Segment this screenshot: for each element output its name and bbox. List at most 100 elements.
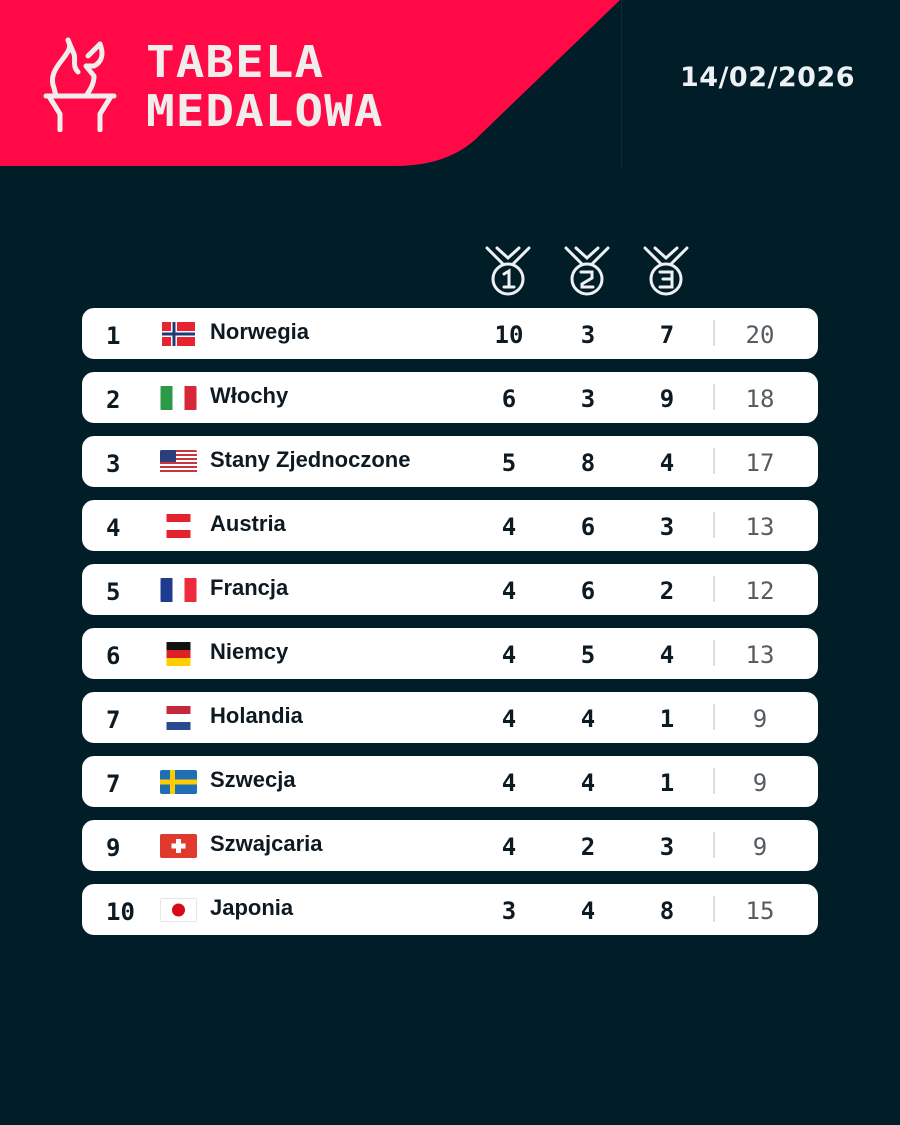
column-separator (713, 896, 715, 922)
rank: 2 (106, 386, 121, 414)
column-separator (713, 512, 715, 538)
table-row[interactable]: 10 Japonia 3 4 8 15 (82, 884, 818, 935)
medal-column-headers (0, 244, 900, 300)
japan-flag (160, 898, 197, 922)
title-line-1: TABELA (146, 37, 325, 88)
table-row[interactable]: 4 Austria 4 6 3 13 (82, 500, 818, 551)
gold-count: 4 (501, 577, 517, 605)
country-name: Japonia (210, 895, 294, 920)
column-separator (713, 320, 715, 346)
column-separator (713, 704, 715, 730)
table-row[interactable]: 1 Norwegia 10 3 7 20 (82, 308, 818, 359)
country-name: Niemcy (210, 639, 289, 664)
bronze-count: 4 (659, 449, 675, 477)
bronze-count: 1 (659, 705, 675, 733)
medal-2-icon (564, 246, 610, 296)
column-separator (713, 448, 715, 474)
gold-count: 4 (501, 705, 517, 733)
switzerland-flag (160, 834, 197, 858)
country-name: Szwecja (210, 767, 296, 792)
bronze-count: 3 (659, 513, 675, 541)
bronze-count: 4 (659, 641, 675, 669)
silver-count: 3 (580, 385, 596, 413)
total-count: 9 (752, 769, 768, 797)
torch-icon (43, 37, 117, 132)
column-separator (713, 640, 715, 666)
country-name: Szwajcaria (210, 831, 323, 856)
rank: 3 (106, 450, 121, 478)
title-line-2: MEDALOWA (146, 86, 384, 137)
gold-count: 3 (501, 897, 517, 925)
gold-count: 4 (501, 833, 517, 861)
column-separator (713, 768, 715, 794)
bronze-count: 7 (659, 321, 675, 349)
rank: 6 (106, 642, 121, 670)
silver-count: 4 (580, 897, 596, 925)
rank: 4 (106, 514, 121, 542)
table-row[interactable]: 3 Stany Zjednoczone 5 8 4 17 (82, 436, 818, 487)
norway-flag (160, 322, 197, 346)
rank: 7 (106, 770, 121, 798)
table-row[interactable]: 6 Niemcy 4 5 4 13 (82, 628, 818, 679)
country-name: Włochy (210, 383, 289, 408)
table-row[interactable]: 7 Holandia 4 4 1 9 (82, 692, 818, 743)
rank: 5 (106, 578, 121, 606)
rank: 9 (106, 834, 121, 862)
silver-count: 3 (580, 321, 596, 349)
bronze-count: 8 (659, 897, 675, 925)
gold-count: 6 (501, 385, 517, 413)
silver-count: 4 (580, 705, 596, 733)
total-count: 9 (752, 705, 768, 733)
gold-count: 4 (501, 513, 517, 541)
silver-count: 6 (580, 513, 596, 541)
austria-flag (160, 514, 197, 538)
rank: 10 (106, 898, 135, 926)
total-count: 17 (745, 449, 775, 477)
bronze-count: 9 (659, 385, 675, 413)
germany-flag (160, 642, 197, 666)
gold-count: 4 (501, 641, 517, 669)
silver-count: 8 (580, 449, 596, 477)
total-count: 15 (745, 897, 775, 925)
total-count: 12 (745, 577, 775, 605)
medal-3-icon (643, 246, 689, 296)
gold-count: 5 (501, 449, 517, 477)
gold-count: 4 (501, 769, 517, 797)
bronze-count: 1 (659, 769, 675, 797)
country-name: Stany Zjednoczone (210, 447, 411, 472)
medal-table: 1 Norwegia 10 3 7 20 2 Włochy 6 3 9 18 3 (82, 308, 818, 948)
date-label: 14/02/2026 (680, 62, 856, 93)
medal-1-icon (485, 246, 531, 296)
column-separator (713, 832, 715, 858)
total-count: 18 (745, 385, 775, 413)
table-row[interactable]: 5 Francja 4 6 2 12 (82, 564, 818, 615)
rank: 7 (106, 706, 121, 734)
total-count: 20 (745, 321, 775, 349)
sweden-flag (160, 770, 197, 794)
france-flag (160, 578, 197, 602)
total-count: 13 (745, 513, 775, 541)
gold-count: 10 (494, 321, 524, 349)
bronze-count: 2 (659, 577, 675, 605)
column-separator (713, 384, 715, 410)
silver-count: 2 (580, 833, 596, 861)
total-count: 9 (752, 833, 768, 861)
table-row[interactable]: 2 Włochy 6 3 9 18 (82, 372, 818, 423)
italy-flag (160, 386, 197, 410)
rank: 1 (106, 322, 121, 350)
netherlands-flag (160, 706, 197, 730)
silver-count: 4 (580, 769, 596, 797)
country-name: Norwegia (210, 319, 310, 344)
header-banner (0, 0, 620, 166)
usa-flag (160, 450, 197, 474)
silver-count: 5 (580, 641, 596, 669)
silver-count: 6 (580, 577, 596, 605)
table-row[interactable]: 9 Szwajcaria 4 2 3 9 (82, 820, 818, 871)
header-divider (621, 0, 622, 168)
total-count: 13 (745, 641, 775, 669)
country-name: Francja (210, 575, 289, 600)
table-row[interactable]: 7 Szwecja 4 4 1 9 (82, 756, 818, 807)
country-name: Holandia (210, 703, 303, 728)
country-name: Austria (210, 511, 286, 536)
column-separator (713, 576, 715, 602)
